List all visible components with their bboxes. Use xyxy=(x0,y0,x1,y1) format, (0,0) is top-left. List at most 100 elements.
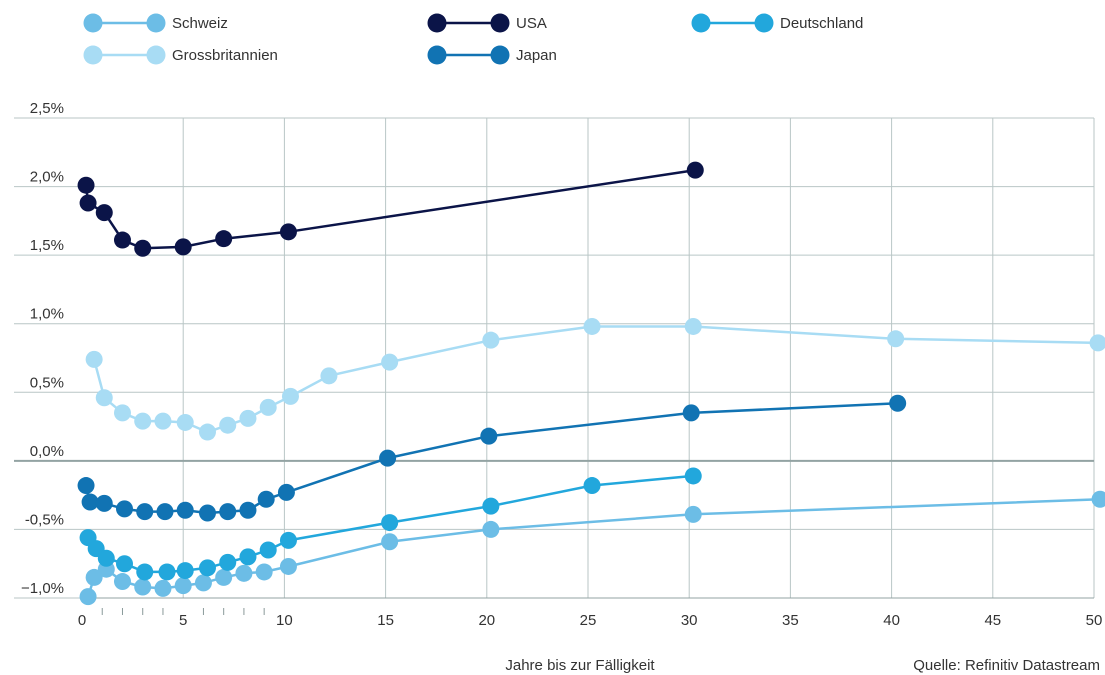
data-point xyxy=(583,477,601,495)
data-point xyxy=(219,416,237,434)
data-point xyxy=(684,317,702,335)
data-point xyxy=(684,505,702,523)
data-point xyxy=(154,412,172,430)
y-tick-label: −1,0% xyxy=(21,580,64,597)
legend-label: Grossbritannien xyxy=(172,47,278,64)
data-point xyxy=(154,579,172,597)
data-point xyxy=(95,204,113,222)
legend-marker xyxy=(754,13,774,33)
data-point xyxy=(381,353,399,371)
y-tick-label: 2,5% xyxy=(30,100,64,117)
data-point xyxy=(95,494,113,512)
x-tick-label: 25 xyxy=(580,612,597,629)
data-point xyxy=(1089,334,1105,352)
data-point xyxy=(257,490,275,508)
x-tick-label: 50 xyxy=(1086,612,1103,629)
series-japan xyxy=(77,394,907,522)
x-tick-label: 30 xyxy=(681,612,698,629)
legend-item-deutschland: Deutschland xyxy=(691,13,863,33)
data-point xyxy=(684,467,702,485)
data-point xyxy=(113,573,131,591)
data-point xyxy=(480,427,498,445)
data-point xyxy=(381,533,399,551)
x-tick-label: 20 xyxy=(478,612,495,629)
legend-item-grossbritannien: Grossbritannien xyxy=(83,45,278,65)
data-point xyxy=(255,563,273,581)
data-point xyxy=(259,541,277,559)
data-point xyxy=(215,230,233,248)
series-grossbritannien xyxy=(85,317,1105,441)
series-deutschland xyxy=(79,467,702,581)
data-point xyxy=(156,503,174,521)
legend-item-usa: USA xyxy=(427,13,547,33)
y-tick-label: 2,0% xyxy=(30,169,64,186)
x-tick-label: 40 xyxy=(883,612,900,629)
data-point xyxy=(239,409,257,427)
data-point xyxy=(259,398,277,416)
data-point xyxy=(686,161,704,179)
legend-marker xyxy=(146,13,166,33)
legend-marker xyxy=(490,13,510,33)
x-tick-label: 35 xyxy=(782,612,799,629)
data-point xyxy=(79,588,97,606)
data-point xyxy=(281,387,299,405)
data-point xyxy=(198,423,216,441)
series-layer xyxy=(77,161,1105,606)
data-point xyxy=(379,449,397,467)
data-point xyxy=(113,404,131,422)
legend-marker xyxy=(83,45,103,65)
x-tick-label: 45 xyxy=(984,612,1001,629)
legend-marker xyxy=(427,45,447,65)
data-point xyxy=(198,559,216,577)
legend-label: Japan xyxy=(516,47,557,64)
y-tick-label: 1,5% xyxy=(30,237,64,254)
data-point xyxy=(583,317,601,335)
x-tick-label: 5 xyxy=(179,612,187,629)
x-tick-label: 15 xyxy=(377,612,394,629)
data-point xyxy=(239,501,257,519)
legend-label: Schweiz xyxy=(172,15,228,32)
data-point xyxy=(219,553,237,571)
y-tick-label: -0,5% xyxy=(25,511,64,528)
legend-marker xyxy=(146,45,166,65)
legend-marker xyxy=(490,45,510,65)
legend-marker xyxy=(691,13,711,33)
data-point xyxy=(219,503,237,521)
data-point xyxy=(116,555,134,573)
data-point xyxy=(320,367,338,385)
data-point xyxy=(239,548,257,566)
data-point xyxy=(279,531,297,549)
data-point xyxy=(85,568,103,586)
series-schweiz xyxy=(79,490,1105,606)
x-tick-label: 10 xyxy=(276,612,293,629)
legend: Schweiz USA Deutschland Grossbritannien Japa… xyxy=(83,13,863,65)
grid xyxy=(14,117,1095,599)
data-point xyxy=(198,504,216,522)
data-point xyxy=(134,578,152,596)
data-point xyxy=(113,231,131,249)
x-axis-label: Jahre bis zur Fälligkeit xyxy=(505,657,655,674)
data-point xyxy=(482,520,500,538)
data-point xyxy=(176,413,194,431)
series-usa xyxy=(77,161,704,257)
data-point xyxy=(215,568,233,586)
series-line xyxy=(86,498,1101,597)
data-point xyxy=(79,194,97,212)
data-point xyxy=(174,238,192,256)
data-point xyxy=(887,330,905,348)
data-point xyxy=(482,497,500,515)
y-tick-label: 0,5% xyxy=(30,374,64,391)
data-point xyxy=(279,223,297,241)
series-line xyxy=(84,402,898,515)
data-point xyxy=(381,514,399,532)
data-point xyxy=(889,394,907,412)
data-point xyxy=(279,557,297,575)
data-point xyxy=(77,176,95,194)
data-point xyxy=(136,563,154,581)
data-point xyxy=(176,562,194,580)
legend-label: USA xyxy=(516,15,547,32)
data-point xyxy=(85,350,103,368)
axes: 0 5 10 15 20 25 30 35 40 45 50 −1,0% -0,5% 0,0% 0,5% 1,… xyxy=(21,100,1102,629)
x-tick-label: 0 xyxy=(78,612,86,629)
